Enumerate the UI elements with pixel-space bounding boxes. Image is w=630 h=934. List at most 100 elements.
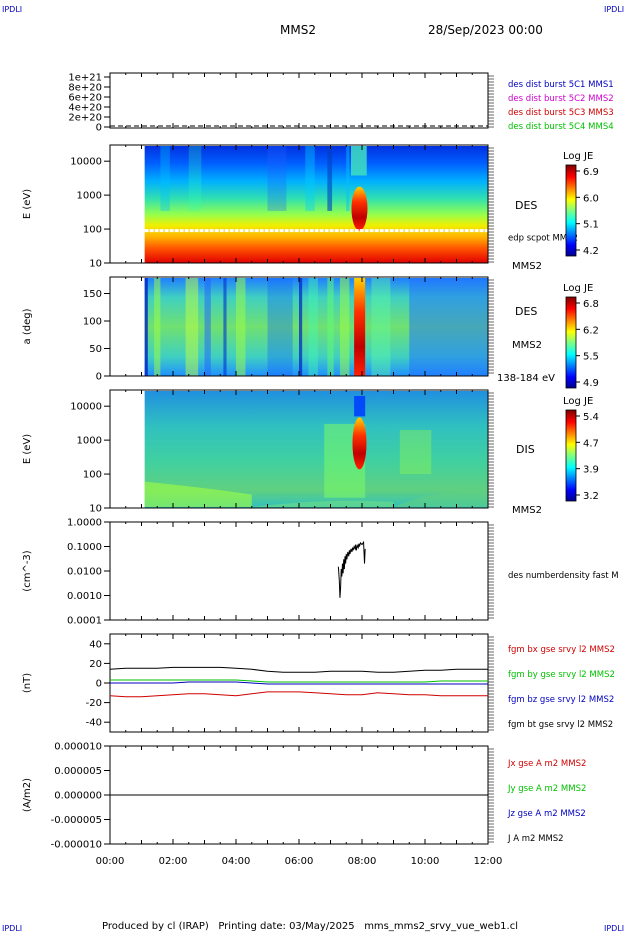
series-line <box>110 681 488 685</box>
y-tick-label: 0.000000 <box>54 791 102 802</box>
spectrogram-streak <box>267 146 287 211</box>
y-tick-label: -0.000010 <box>51 840 102 851</box>
x-tick-label: 00:00 <box>96 856 125 867</box>
y-tick-label: 1e+21 <box>68 73 102 84</box>
y-tick-label: 6e+20 <box>68 93 102 104</box>
legend-entry: des dist burst 5C3 MMS3 <box>508 108 614 118</box>
y-tick-label: 10000 <box>70 157 102 168</box>
spectrogram-streak <box>185 278 199 376</box>
x-tick-label: 10:00 <box>411 856 440 867</box>
spectrogram-streak <box>223 278 227 376</box>
legend-entry: J A m2 MMS2 <box>507 834 564 844</box>
panel-frame <box>109 72 489 129</box>
legend-entry: des dist burst 5C4 MMS4 <box>508 122 614 132</box>
footer-text: Produced by cl (IRAP) Printing date: 03/… <box>102 921 518 932</box>
right-label-spacecraft: MMS2 <box>512 505 542 516</box>
legend-entry: fgm bt gse srvy l2 MMS2 <box>508 720 613 730</box>
y-tick-label: -0.000005 <box>51 815 102 826</box>
legend-entry: fgm by gse srvy l2 MMS2 <box>508 670 615 680</box>
colorbar-tick-label: 4.2 <box>583 246 599 257</box>
spectrogram-streak <box>299 278 303 376</box>
colorbar-tick-label: 5.5 <box>583 352 599 363</box>
spectrogram-streak <box>346 146 350 211</box>
x-tick-label: 06:00 <box>285 856 314 867</box>
y-tick-label: 0.0100 <box>67 567 102 578</box>
spectrogram-burst-core <box>351 186 368 231</box>
y-tick-label: 0.000010 <box>54 742 102 753</box>
right-label-energy: 138-184 eV <box>497 373 555 384</box>
series-line <box>110 679 488 683</box>
y-tick-label: -20 <box>86 698 102 709</box>
colorbar-tick-label: 6.0 <box>583 193 599 204</box>
legend-entry: des dist burst 5C2 MMS2 <box>508 94 614 104</box>
spectrogram-band <box>144 481 252 507</box>
spectrogram-patch <box>399 429 432 475</box>
spectrogram-burst-core <box>352 417 367 470</box>
header-right-tag: IPDLI <box>604 5 624 14</box>
y-tick-label: 0 <box>96 679 102 690</box>
panel-des-pitch: 150 100 50 0 a (deg) DES MMS2 138-184 eV Log JE 6… <box>22 276 599 389</box>
legend-entry: fgm bx gse srvy l2 MMS2 <box>508 645 615 655</box>
spectrogram-band <box>393 491 488 507</box>
spectrogram-streak <box>409 278 488 376</box>
x-tick-label: 02:00 <box>159 856 188 867</box>
colorbar-tick-label: 3.9 <box>583 465 599 476</box>
y-axis-label: (A/m2) <box>22 778 33 812</box>
spectrogram-streak <box>327 278 334 376</box>
x-tick-label: 12:00 <box>474 856 503 867</box>
colorbar <box>565 164 577 257</box>
panel-current: 0.000010 0.000005 0.000000 -0.000005 -0.0000… <box>22 742 586 868</box>
spectrogram-streak <box>188 146 202 211</box>
legend-entry: Jz gse A m2 MMS2 <box>507 809 586 819</box>
spectrogram-burst <box>354 278 366 376</box>
legend-entry: des dist burst 5C1 MMS1 <box>508 80 614 90</box>
footer-right-tag: IPDLI <box>604 924 624 933</box>
y-tick-label: 100 <box>83 225 102 236</box>
colorbar-tick-label: 6.9 <box>583 167 599 178</box>
colorbar-tick-label: 5.1 <box>583 220 599 231</box>
colorbar-tick-label: 6.2 <box>583 325 599 336</box>
y-axis-label: (nT) <box>22 673 33 693</box>
colorbar-tick-label: 6.8 <box>583 299 599 310</box>
spectrogram-streak <box>339 278 350 376</box>
panel-des-energy: 10000 1000 100 10 E (eV) DES edp scpot MMS2 MMS… <box>22 144 599 272</box>
x-tick-label: 04:00 <box>222 856 251 867</box>
spectrogram-burst <box>350 146 367 176</box>
y-tick-label: 10 <box>89 259 102 270</box>
y-axis-label: E (eV) <box>22 434 33 464</box>
y-tick-label: -40 <box>86 718 102 729</box>
y-tick-label: 10 <box>89 504 102 515</box>
spectrogram-band <box>251 500 394 507</box>
y-tick-label: 100 <box>83 470 102 481</box>
y-tick-label: 1.0000 <box>67 518 102 529</box>
spectrogram-streak <box>204 278 211 376</box>
right-label-instrument: DES <box>515 305 537 318</box>
right-label-spacecraft: MMS2 <box>512 340 542 351</box>
spectrogram-streak <box>144 278 148 376</box>
right-label-instrument: DIS <box>516 443 535 456</box>
y-tick-label: 4e+20 <box>68 103 102 114</box>
y-tick-label: 8e+20 <box>68 83 102 94</box>
y-axis-label: (cm^-3) <box>22 550 33 591</box>
y-axis-label: a (deg) <box>22 308 33 344</box>
series-line <box>109 666 488 673</box>
y-tick-label: 50 <box>89 344 102 355</box>
colorbar-title: Log JE <box>563 283 593 294</box>
colorbar-tick-label: 5.4 <box>583 412 599 423</box>
y-tick-label: 0.1000 <box>67 542 102 553</box>
y-tick-label: 100 <box>83 317 102 328</box>
colorbar-tick-label: 3.2 <box>583 491 599 502</box>
legend-entry: fgm bz gse srvy l2 MMS2 <box>508 695 614 705</box>
spectrogram-burst-top <box>354 395 366 417</box>
y-tick-label: 0 <box>96 372 102 383</box>
y-tick-label: 2e+20 <box>68 113 102 124</box>
series-line <box>337 540 366 598</box>
colorbar-title: Log JE <box>563 151 593 162</box>
chart-title: MMS2 <box>280 23 316 37</box>
spectrogram-streak <box>236 278 246 376</box>
spectrogram-streak <box>371 278 391 376</box>
colorbar <box>565 296 577 389</box>
series-line <box>109 691 488 698</box>
colorbar-tick-label: 4.7 <box>583 438 599 449</box>
